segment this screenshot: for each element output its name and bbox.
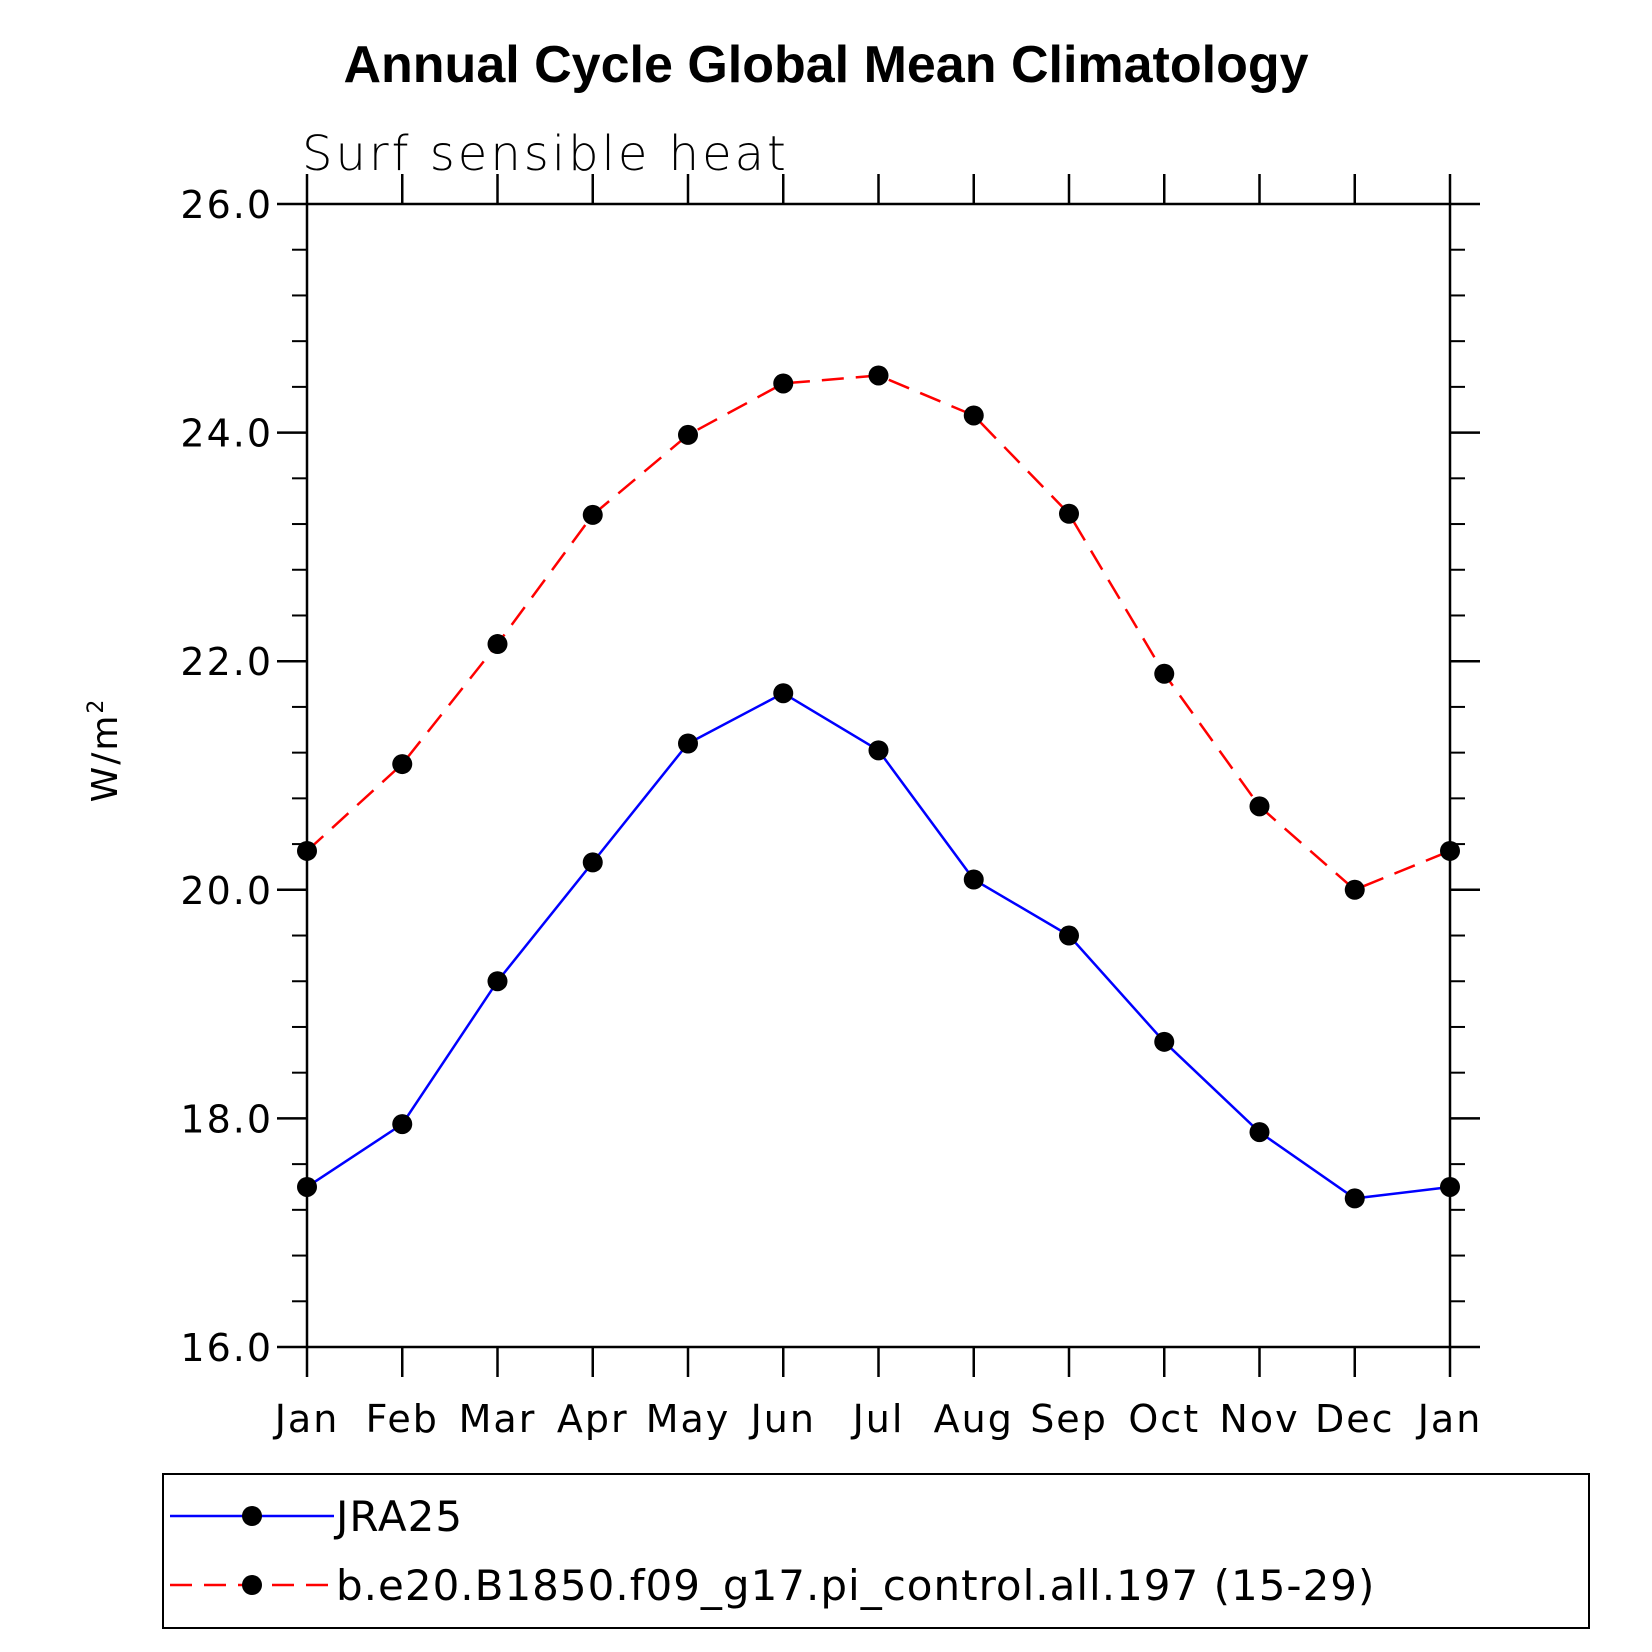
x-tick-label: Jan	[1416, 1397, 1483, 1441]
legend-marker-model	[242, 1575, 262, 1595]
legend-box	[162, 1473, 1590, 1629]
data-point-series-0	[582, 852, 603, 873]
data-point-series-1	[868, 365, 889, 386]
y-tick-label: 26.0	[180, 183, 273, 227]
data-point-series-0	[1344, 1188, 1365, 1209]
data-point-series-0	[773, 683, 794, 704]
x-tick-label: Dec	[1315, 1397, 1395, 1441]
y-tick-label: 18.0	[180, 1097, 273, 1141]
data-point-series-1	[582, 504, 603, 525]
data-point-series-1	[297, 840, 317, 861]
series-line-1	[306, 374, 1451, 892]
legend-label-jra25: JRA25	[333, 1492, 463, 1541]
data-point-series-1	[678, 424, 698, 445]
data-point-series-1	[963, 405, 984, 426]
y-axis-label-main: W/m	[85, 714, 126, 803]
legend-marker-jra25	[242, 1506, 262, 1526]
legend-label-model: b.e20.B1850.f09_g17.pi_control.all.197 (…	[336, 1561, 1375, 1610]
y-tick-label: 22.0	[180, 640, 273, 684]
y-tick-label: 16.0	[180, 1326, 273, 1370]
data-point-series-1	[392, 754, 413, 775]
x-tick-label: Feb	[366, 1397, 439, 1441]
chart-title: Annual Cycle Global Mean Climatology	[343, 36, 1308, 94]
data-point-series-0	[487, 971, 508, 992]
data-point-series-0	[963, 869, 984, 890]
x-tick-label: Jan	[273, 1397, 340, 1441]
x-tick-label: Jun	[749, 1397, 816, 1441]
data-point-series-0	[1440, 1176, 1460, 1197]
x-tick-label: Nov	[1219, 1397, 1299, 1441]
data-point-series-0	[1249, 1122, 1270, 1143]
x-tick-label: Sep	[1030, 1397, 1108, 1441]
x-tick-label: Jul	[851, 1397, 905, 1441]
data-point-series-0	[392, 1114, 413, 1135]
data-point-series-0	[1059, 925, 1079, 946]
x-tick-label: Apr	[557, 1397, 629, 1441]
data-point-series-1	[773, 373, 794, 394]
y-axis-label-superscript: 2	[84, 698, 109, 714]
legend-entry-jra25: JRA25	[170, 1492, 463, 1541]
x-tick-label: Mar	[459, 1397, 537, 1441]
y-axis-label: W/m2	[84, 698, 126, 803]
y-tick-label: 24.0	[180, 412, 273, 456]
data-point-series-0	[297, 1176, 317, 1197]
x-tick-label: Oct	[1128, 1397, 1200, 1441]
y-tick-label: 20.0	[180, 869, 273, 913]
legend-entry-model: b.e20.B1850.f09_g17.pi_control.all.197 (…	[170, 1561, 1375, 1610]
data-point-series-0	[868, 740, 889, 761]
data-point-series-1	[1344, 879, 1365, 900]
chart-subtitle: Surf sensible heat	[302, 126, 789, 182]
data-point-series-1	[1440, 840, 1460, 861]
data-point-series-0	[1154, 1031, 1175, 1052]
series-line-0	[306, 691, 1451, 1200]
axes: 16.0 18.0 20.0 22.0 24.0 26.0 Jan Feb Mar Apr May J…	[180, 174, 1483, 1441]
x-tick-label: May	[646, 1397, 731, 1441]
data-point-series-1	[1059, 503, 1079, 524]
series-layer	[297, 365, 1460, 1209]
x-tick-label: Aug	[934, 1397, 1014, 1441]
data-point-series-1	[487, 634, 508, 655]
data-point-series-0	[678, 733, 698, 754]
data-point-series-1	[1249, 796, 1270, 817]
data-point-series-1	[1154, 663, 1175, 684]
